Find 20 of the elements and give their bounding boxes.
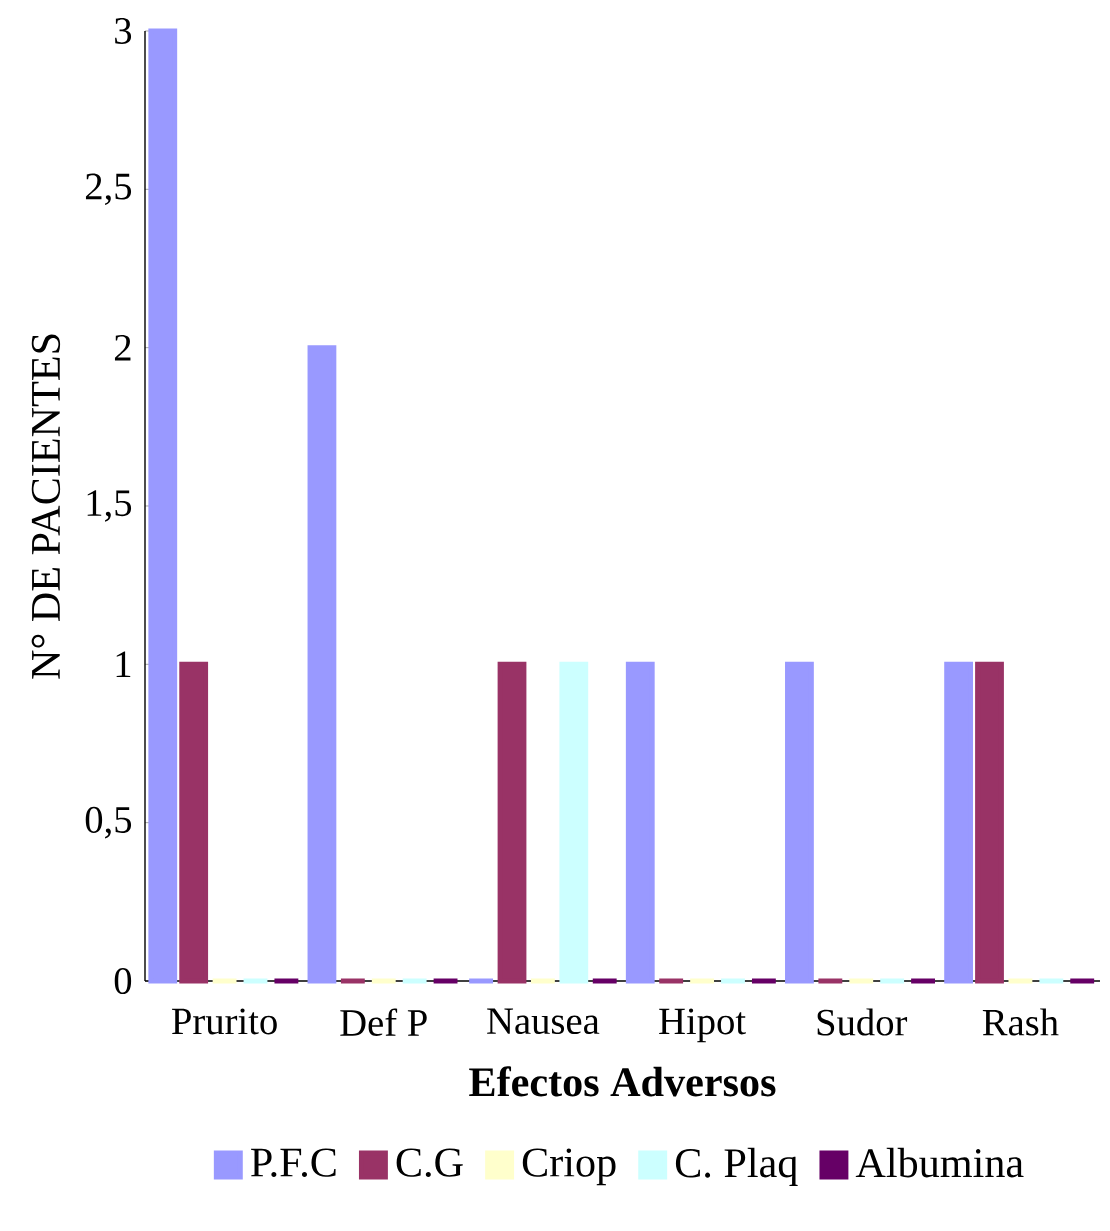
y-axis-title: N° DE PACIENTES (31, 334, 61, 679)
x-tick-label: Def P (340, 1008, 427, 1037)
y-tick-label: 2,5 (85, 173, 132, 206)
legend-label: P.F.C (251, 1148, 336, 1177)
legend-label: Criop (522, 1148, 616, 1186)
y-tick-label: 1,5 (87, 490, 132, 522)
x-tick-label: Hipot (659, 1008, 746, 1043)
x-tick-label: Nausea (487, 1008, 600, 1035)
legend-label: C. Plaq (675, 1147, 798, 1186)
y-tick-label: 0,5 (85, 806, 132, 839)
y-tick-label: 0 (114, 967, 132, 995)
x-tick-label: Rash (982, 1008, 1059, 1036)
x-tick-label: Prurito (171, 1008, 277, 1035)
y-tick-label: 3 (115, 18, 132, 44)
legend-label: Albumina (855, 1147, 1024, 1178)
y-tick-label: 1 (116, 651, 131, 678)
legend-label: C.G (396, 1148, 463, 1177)
x-tick-label: Sudor (817, 1008, 908, 1036)
x-axis-title: Efectos Adversos (469, 1066, 776, 1097)
y-tick-label: 2 (114, 334, 131, 361)
